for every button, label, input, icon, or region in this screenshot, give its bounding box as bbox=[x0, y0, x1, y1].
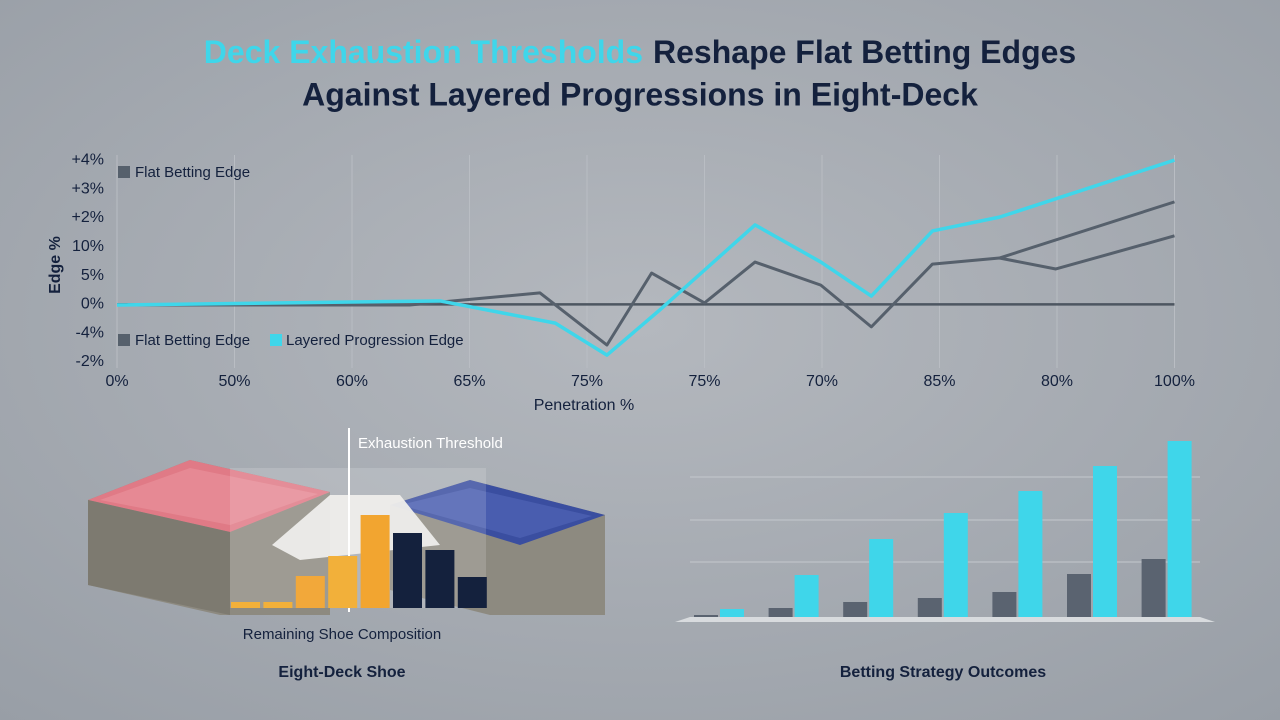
y-tick-label: +2% bbox=[72, 209, 104, 226]
y-tick-label: 5% bbox=[81, 267, 104, 284]
bar-axis-label: Remaining Shoe Composition bbox=[243, 626, 441, 643]
y-axis-label: Edge % bbox=[47, 236, 64, 294]
series-line bbox=[116, 158, 1176, 357]
chart-caption: Betting Strategy Outcomes bbox=[840, 664, 1046, 681]
series-line bbox=[998, 200, 1175, 260]
y-tick-label: 10% bbox=[72, 238, 104, 255]
x-tick-label: 70% bbox=[806, 373, 838, 390]
legend-swatch bbox=[118, 166, 130, 178]
bar bbox=[869, 539, 894, 617]
bar bbox=[1141, 559, 1166, 617]
x-tick-label: 85% bbox=[923, 373, 955, 390]
bar bbox=[231, 602, 260, 608]
bar bbox=[360, 515, 390, 608]
bar bbox=[1093, 466, 1117, 617]
bar bbox=[1167, 441, 1192, 617]
x-tick-label: 80% bbox=[1041, 373, 1073, 390]
y-tick-label: 0% bbox=[81, 296, 104, 313]
platform bbox=[675, 617, 1215, 622]
legend-swatch bbox=[270, 334, 282, 346]
chart-caption: Eight-Deck Shoe bbox=[278, 664, 405, 681]
bar bbox=[1018, 491, 1043, 617]
y-tick-label: -4% bbox=[76, 324, 104, 341]
y-tick-label: +3% bbox=[72, 180, 104, 197]
legend-label: Layered Progression Edge bbox=[286, 332, 464, 349]
title: Deck Exhaustion Thresholds Reshape Flat B… bbox=[204, 34, 1076, 70]
x-tick-label: 60% bbox=[336, 373, 368, 390]
bar bbox=[393, 533, 422, 608]
bar bbox=[425, 550, 455, 608]
bar bbox=[917, 598, 942, 617]
title-highlight: Deck Exhaustion Thresholds bbox=[204, 34, 643, 70]
x-axis-label: Penetration % bbox=[534, 397, 635, 414]
bar bbox=[992, 592, 1017, 617]
legend-label: Flat Betting Edge bbox=[135, 164, 250, 181]
x-tick-label: 75% bbox=[571, 373, 603, 390]
legend-label: Flat Betting Edge bbox=[135, 332, 250, 349]
x-tick-label: 100% bbox=[1154, 373, 1195, 390]
bar bbox=[843, 602, 868, 617]
bar bbox=[263, 602, 293, 608]
bar bbox=[720, 609, 744, 617]
y-tick-label: +4% bbox=[72, 152, 104, 169]
x-tick-label: 75% bbox=[688, 373, 720, 390]
series-line bbox=[117, 234, 1175, 347]
bar bbox=[295, 576, 325, 608]
title-rest: Reshape Flat Betting Edges bbox=[653, 34, 1076, 70]
bar bbox=[1067, 574, 1091, 617]
bar bbox=[457, 577, 487, 608]
title-line-2: Against Layered Progressions in Eight-De… bbox=[302, 76, 978, 112]
x-tick-label: 0% bbox=[105, 373, 128, 390]
bar bbox=[328, 556, 358, 608]
y-tick-label: -2% bbox=[76, 353, 104, 370]
x-tick-label: 50% bbox=[218, 373, 250, 390]
bar bbox=[768, 608, 793, 617]
x-tick-label: 65% bbox=[453, 373, 485, 390]
threshold-label: Exhaustion Threshold bbox=[358, 435, 503, 452]
bar bbox=[694, 615, 718, 617]
bar bbox=[943, 513, 968, 617]
bar bbox=[794, 575, 819, 617]
legend-swatch bbox=[118, 334, 130, 346]
